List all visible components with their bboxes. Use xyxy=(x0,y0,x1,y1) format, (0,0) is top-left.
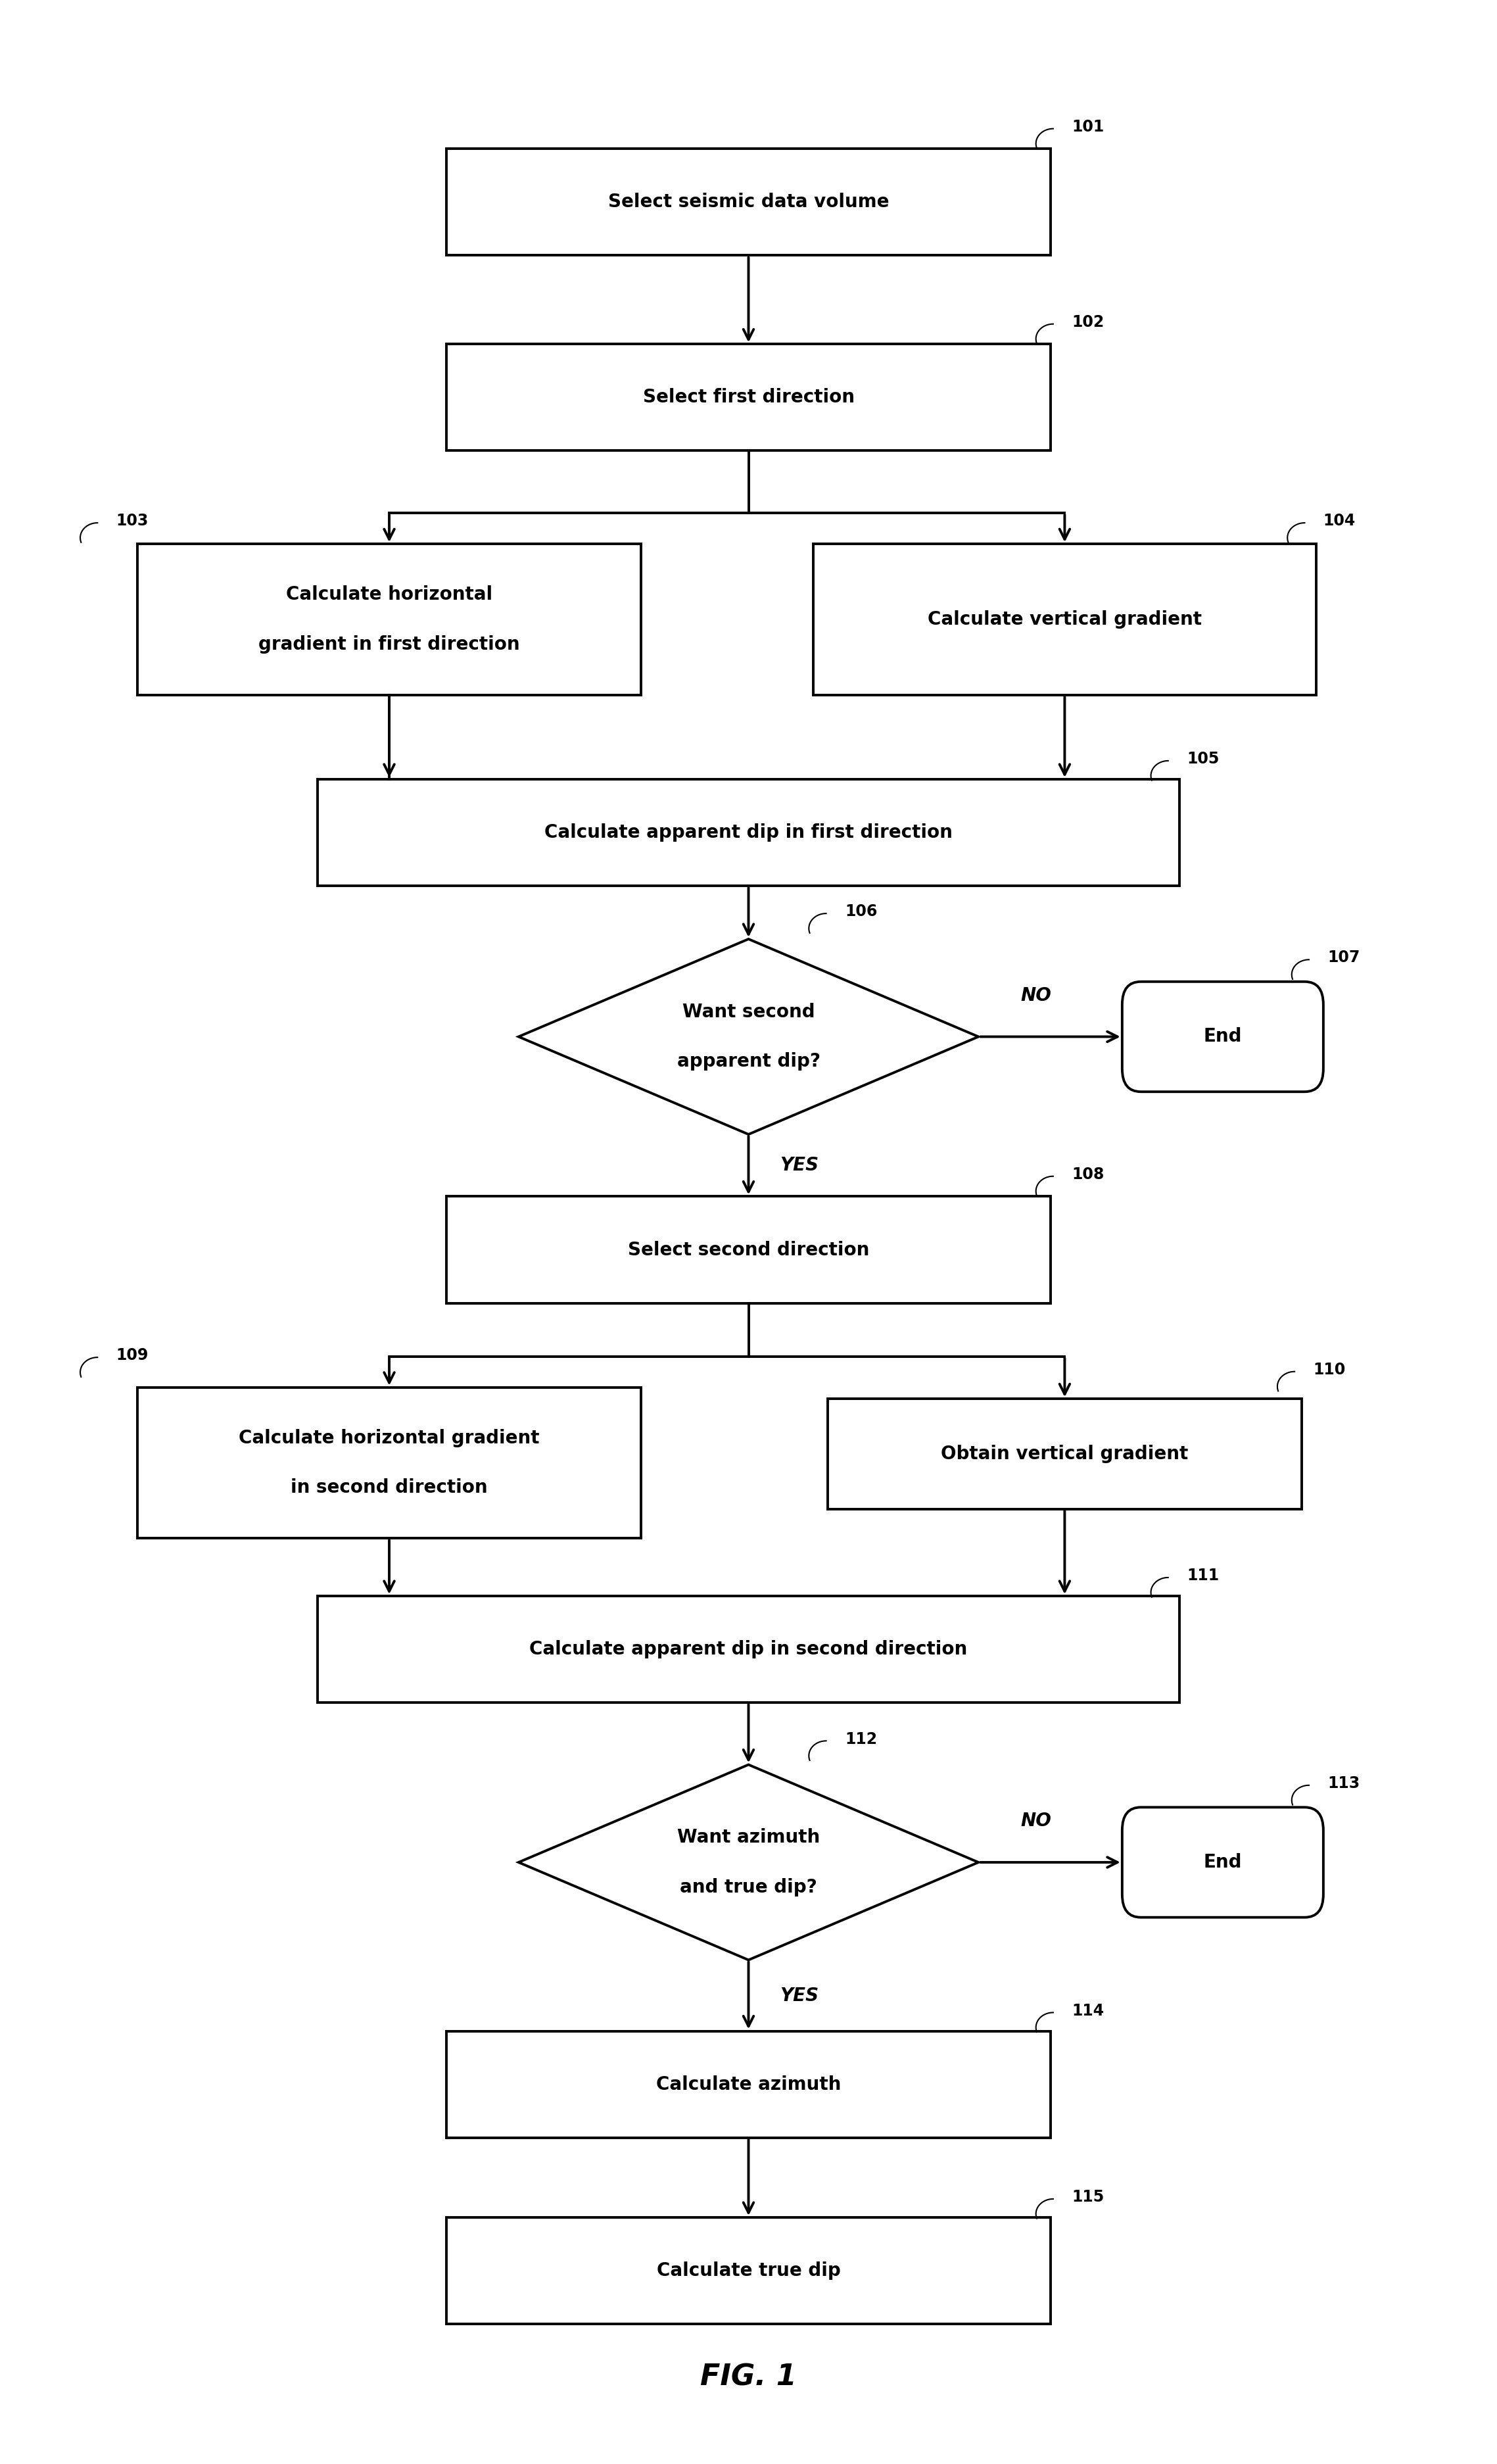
FancyBboxPatch shape xyxy=(446,2218,1051,2324)
Text: YES: YES xyxy=(780,1156,819,1175)
Text: 114: 114 xyxy=(1072,2003,1105,2018)
Text: and true dip?: and true dip? xyxy=(680,1878,817,1897)
Text: 110: 110 xyxy=(1313,1363,1346,1377)
Text: Want second: Want second xyxy=(683,1003,814,1020)
FancyBboxPatch shape xyxy=(317,779,1180,885)
Text: 104: 104 xyxy=(1323,513,1356,530)
Text: 105: 105 xyxy=(1187,752,1219,766)
Polygon shape xyxy=(518,939,979,1133)
Text: 102: 102 xyxy=(1072,315,1105,330)
FancyBboxPatch shape xyxy=(138,1387,641,1538)
Text: Calculate horizontal gradient: Calculate horizontal gradient xyxy=(240,1429,539,1446)
Text: 111: 111 xyxy=(1187,1567,1219,1584)
FancyBboxPatch shape xyxy=(446,345,1051,451)
Text: Select second direction: Select second direction xyxy=(627,1239,870,1259)
Text: 112: 112 xyxy=(844,1732,877,1747)
Text: Calculate true dip: Calculate true dip xyxy=(657,2262,840,2279)
Text: Select first direction: Select first direction xyxy=(642,389,855,407)
Text: Select seismic data volume: Select seismic data volume xyxy=(608,192,889,212)
Text: Calculate horizontal: Calculate horizontal xyxy=(286,586,493,604)
Text: in second direction: in second direction xyxy=(290,1478,488,1498)
Text: FIG. 1: FIG. 1 xyxy=(701,2363,796,2393)
FancyBboxPatch shape xyxy=(446,1198,1051,1303)
Text: 113: 113 xyxy=(1328,1777,1361,1791)
FancyBboxPatch shape xyxy=(1123,1806,1323,1917)
Text: End: End xyxy=(1204,1853,1243,1873)
FancyBboxPatch shape xyxy=(138,545,641,695)
Text: 115: 115 xyxy=(1072,2188,1105,2205)
Text: End: End xyxy=(1204,1027,1243,1045)
Text: 101: 101 xyxy=(1072,118,1105,136)
Text: gradient in first direction: gradient in first direction xyxy=(259,636,519,653)
Text: 108: 108 xyxy=(1072,1165,1105,1183)
Text: Want azimuth: Want azimuth xyxy=(677,1828,820,1846)
Text: Calculate apparent dip in second direction: Calculate apparent dip in second directi… xyxy=(530,1641,967,1658)
Text: 103: 103 xyxy=(117,513,148,530)
Text: 109: 109 xyxy=(117,1348,148,1363)
Text: 107: 107 xyxy=(1328,951,1361,966)
FancyBboxPatch shape xyxy=(446,2030,1051,2139)
FancyBboxPatch shape xyxy=(317,1597,1180,1703)
FancyBboxPatch shape xyxy=(446,148,1051,256)
Text: NO: NO xyxy=(1021,986,1051,1005)
FancyBboxPatch shape xyxy=(813,545,1316,695)
Text: 106: 106 xyxy=(844,904,877,919)
Polygon shape xyxy=(518,1764,979,1959)
Text: YES: YES xyxy=(780,1986,819,2006)
Text: Calculate apparent dip in first direction: Calculate apparent dip in first directio… xyxy=(545,823,952,843)
Text: Calculate vertical gradient: Calculate vertical gradient xyxy=(928,611,1202,628)
Text: Obtain vertical gradient: Obtain vertical gradient xyxy=(942,1444,1189,1464)
FancyBboxPatch shape xyxy=(828,1400,1302,1508)
Text: NO: NO xyxy=(1021,1811,1051,1831)
FancyBboxPatch shape xyxy=(1123,981,1323,1092)
Text: Calculate azimuth: Calculate azimuth xyxy=(656,2075,841,2094)
Text: apparent dip?: apparent dip? xyxy=(677,1052,820,1072)
